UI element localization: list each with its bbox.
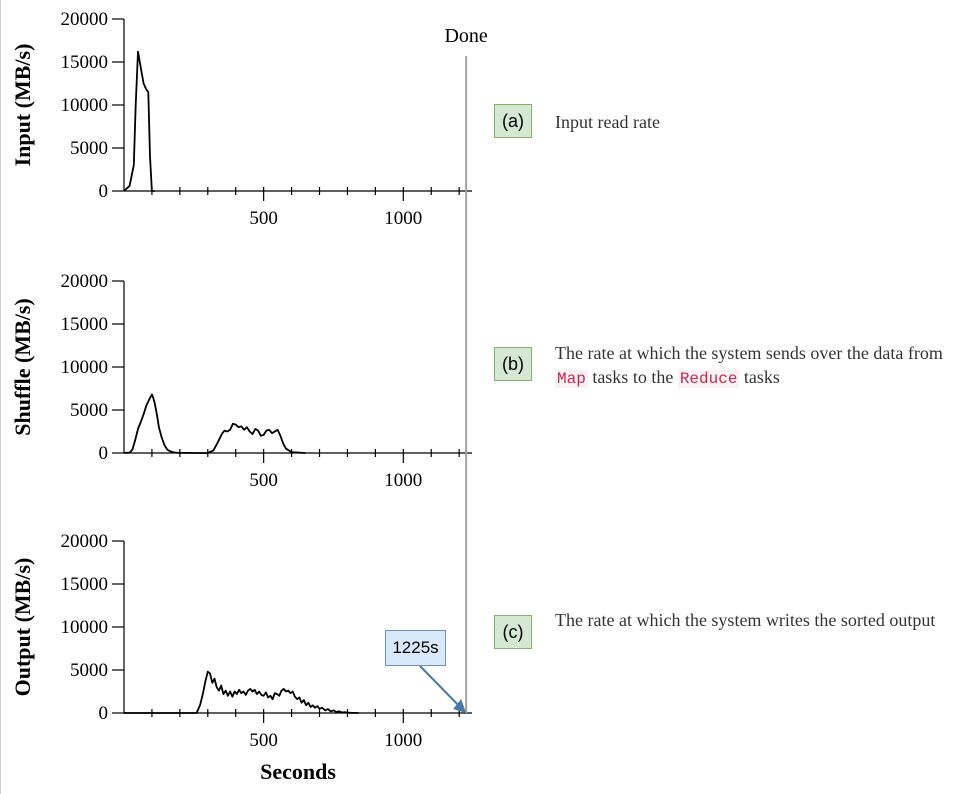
y-tick-label: 0 [99,443,109,464]
y-tick-label: 15000 [61,52,109,73]
y-tick-label: 10000 [61,357,109,378]
y-tick-label: 5000 [70,660,108,681]
y-tick-label: 0 [99,703,109,724]
series-line [123,50,155,192]
y-axis-title: Output (MB/s) [10,558,35,697]
x-axis-title: Seconds [260,759,336,784]
y-tick-label: 20000 [61,271,109,292]
desc-text: Input read rate [555,112,660,132]
y-tick-label: 10000 [61,617,109,638]
series-line [123,393,306,454]
done-time-callout: 1225s [385,630,446,666]
x-tick-label: 1000 [384,470,422,491]
panel-desc-a: Input read rate [555,110,955,134]
done-label: Done [444,25,487,47]
x-tick-label: 1000 [384,730,422,751]
panel-tag-b: (b) [494,347,532,381]
panel-desc-c: The rate at which the system writes the … [555,608,955,632]
x-tick-label: 500 [249,730,278,751]
x-tick-label: 500 [249,208,278,229]
desc-text: The rate at which the system sends over … [555,343,943,363]
code-term: Reduce [677,370,740,388]
x-tick-label: 500 [249,470,278,491]
desc-text: tasks to the [587,367,678,387]
frame-edge [0,0,1,794]
series-line [124,670,359,714]
y-tick-label: 20000 [61,531,109,552]
y-tick-label: 0 [99,181,109,202]
y-tick-label: 20000 [61,9,109,30]
y-axis-title: Shuffle (MB/s) [10,298,35,436]
code-term: Map [555,370,588,388]
callout-arrow-head [453,699,467,713]
y-tick-label: 5000 [70,138,108,159]
callout-arrow-shaft [419,665,462,709]
y-tick-label: 10000 [61,95,109,116]
y-axis-title: Input (MB/s) [10,44,35,167]
panel-tag-a: (a) [494,104,532,138]
desc-text: The rate at which the system writes the … [555,610,936,630]
panel-tag-c: (c) [494,615,532,649]
panel-desc-b: The rate at which the system sends over … [555,341,955,391]
y-tick-label: 5000 [70,400,108,421]
y-tick-label: 15000 [61,574,109,595]
desc-text: tasks [739,367,780,387]
y-tick-label: 15000 [61,314,109,335]
x-tick-label: 1000 [384,208,422,229]
